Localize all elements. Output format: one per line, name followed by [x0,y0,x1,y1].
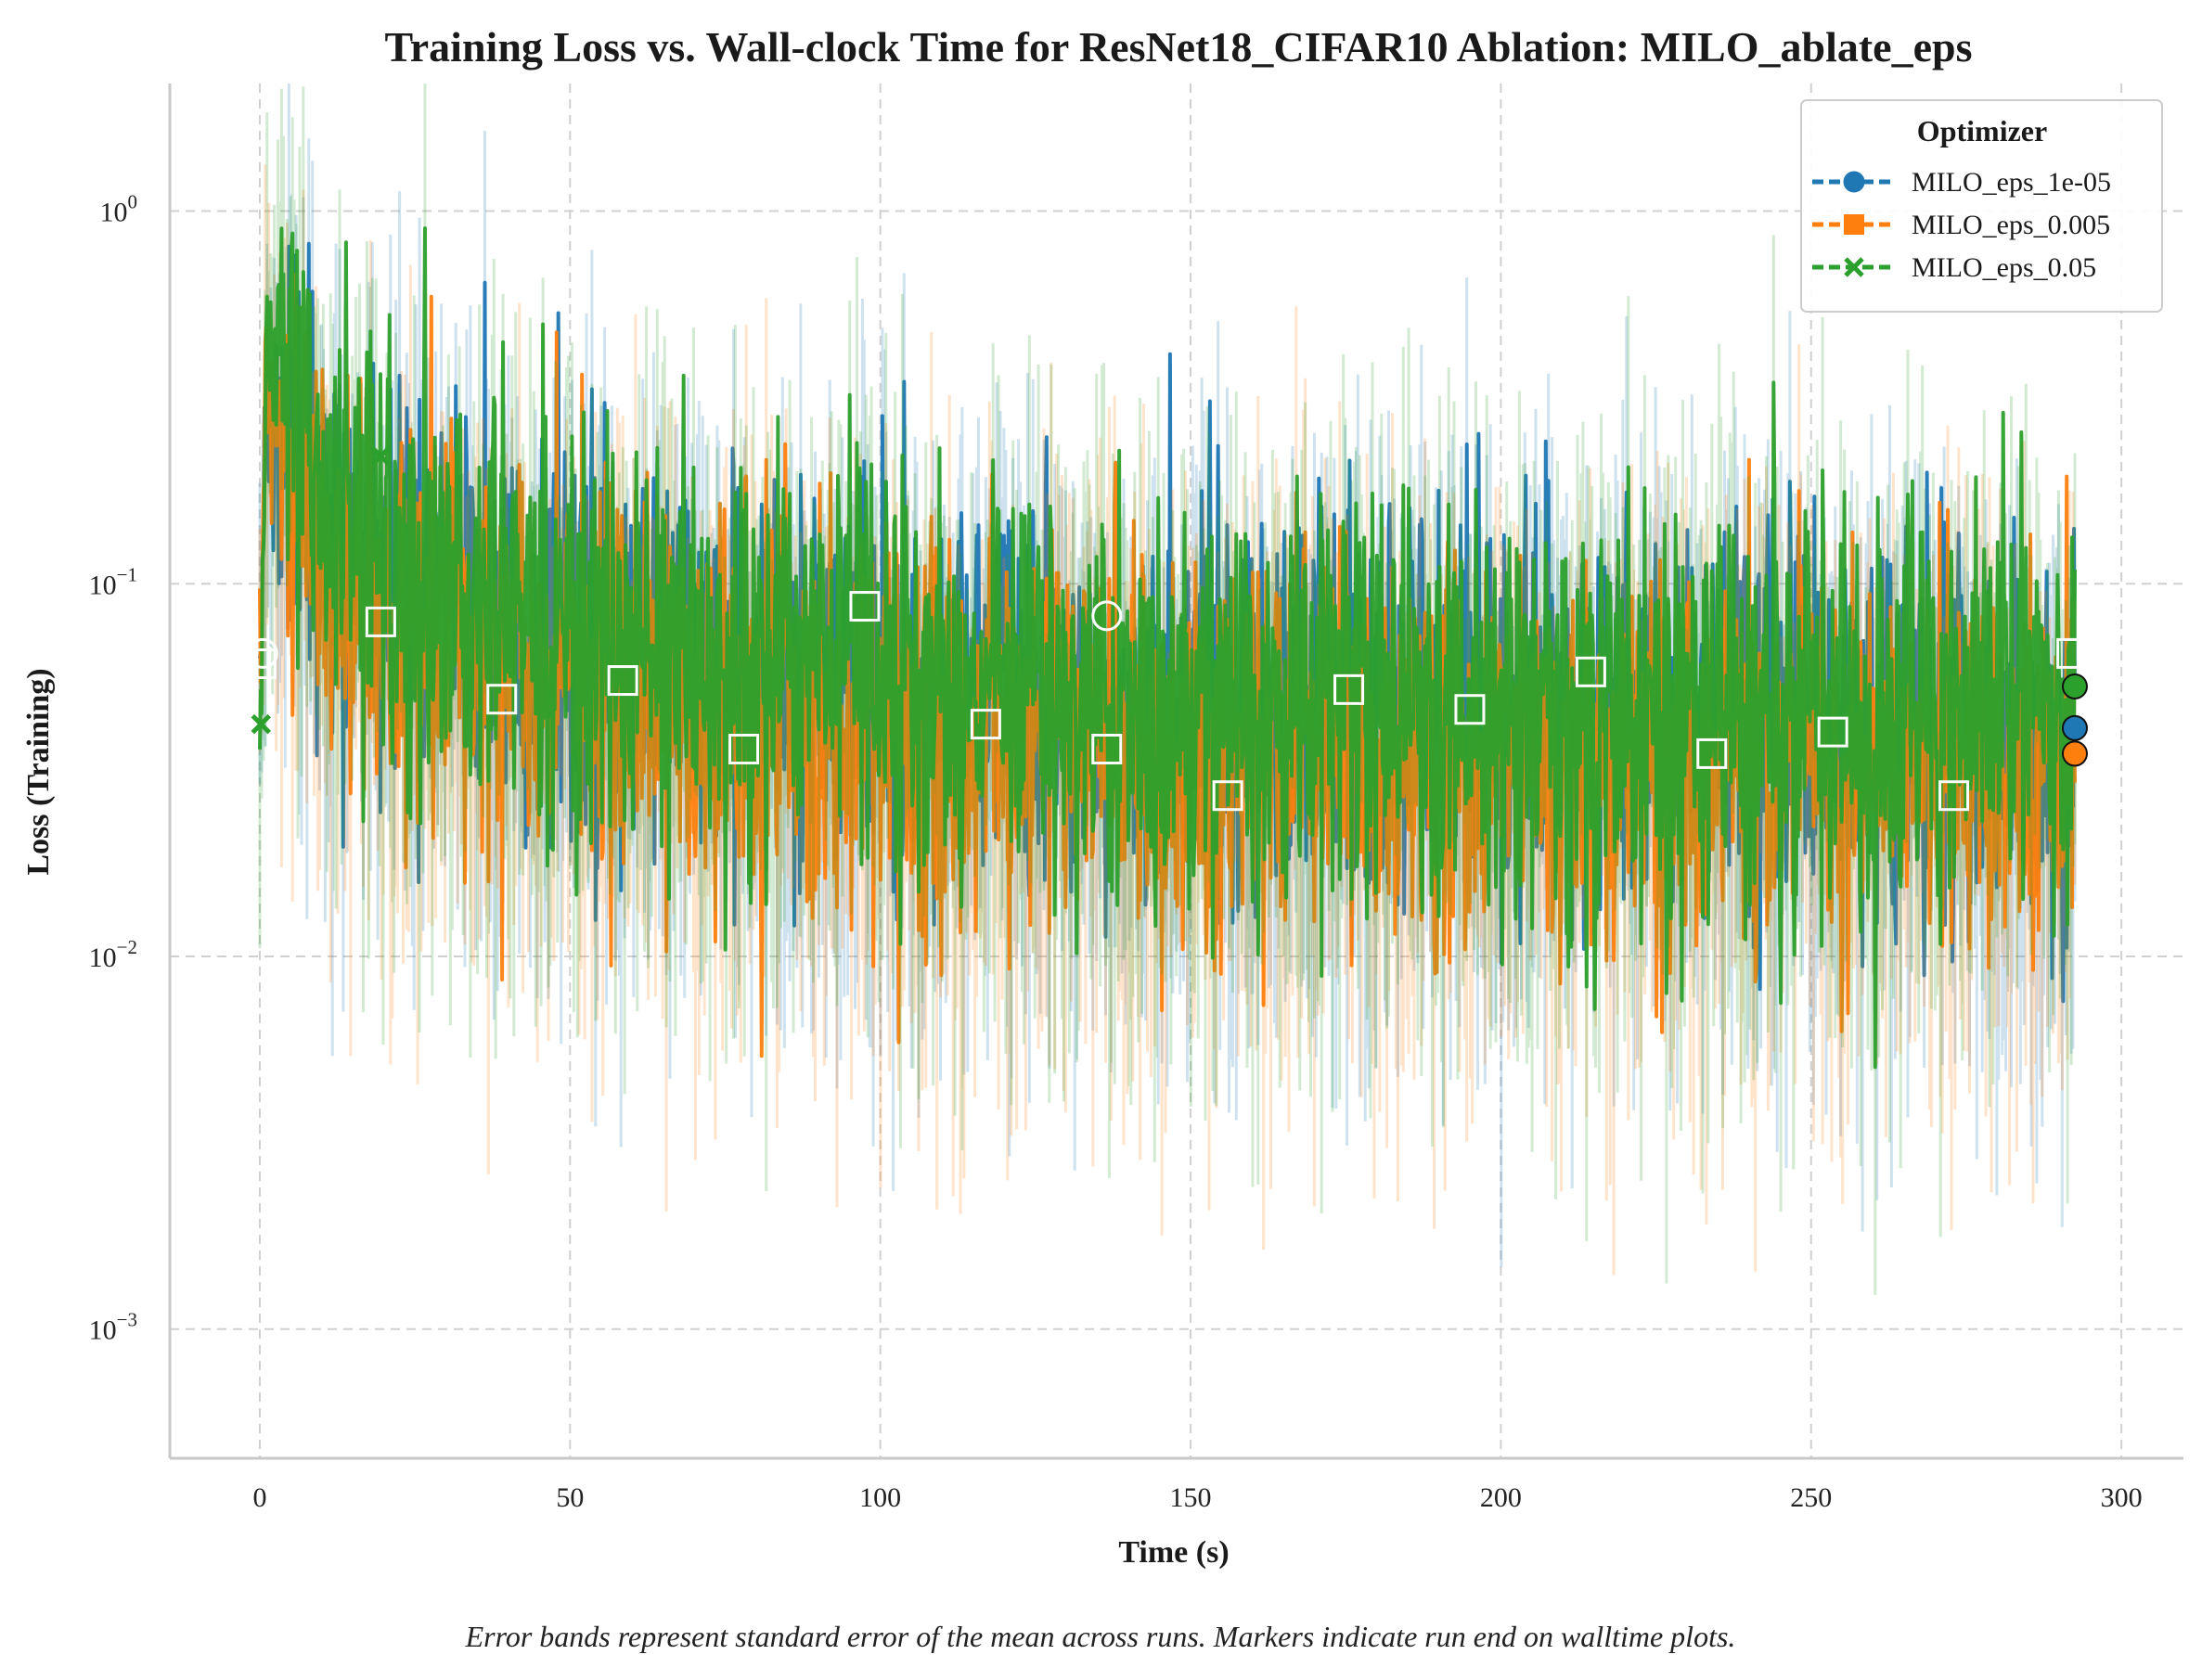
y-tick-label: 10−2 [89,936,137,973]
series-marker-MILO_eps_0.005 [1091,734,1123,765]
series-marker-MILO_eps_0.005 [1938,780,1970,812]
x-axis-label: Time (s) [1118,1535,1229,1570]
series-marker-MILO_eps_0.005 [849,591,881,622]
y-tick-label: 10−3 [89,1309,137,1346]
series-line-MILO_eps_0.05 [258,226,2077,1070]
x-tick-label: 0 [252,1482,266,1513]
x-tick-label: 100 [859,1482,901,1513]
legend-label: MILO_eps_0.005 [1912,210,2110,240]
series-marker-MILO_eps_0.005 [486,684,518,715]
legend-entry-MILO_eps_0.05: MILO_eps_0.05 [1812,252,2096,283]
data-series [258,83,2077,1295]
x-tick-label: 250 [1790,1482,1832,1513]
y-tick-label: 10−1 [89,563,137,600]
run-end-marker-MILO_eps_0.05 [2061,673,2088,700]
legend-entry-MILO_eps_0.005: MILO_eps_0.005 [1812,210,2110,240]
y-tick-labels: 100 10−1 10−2 10−3 [89,191,137,1346]
x-tick-label: 50 [556,1482,584,1513]
run-end-marker-MILO_eps_1e-05 [2061,714,2088,741]
series-marker-MILO_eps_1e-05 [1091,600,1123,632]
legend-title: Optimizer [1917,114,2047,147]
x-tick-labels: 0 50 100 150 200 250 300 [252,1482,2142,1513]
y-axis-label: Loss (Training) [21,668,56,875]
legend-box [1800,99,2163,313]
series-marker-MILO_eps_0.005 [365,606,396,637]
series-marker-MILO_eps_0.005 [1333,673,1365,705]
legend-marker [1844,257,1864,277]
x-tick-label: 300 [2101,1482,2143,1513]
series-marker-MILO_eps_0.005 [970,709,1001,740]
chart-title: Training Loss vs. Wall-clock Time for Re… [384,23,1972,71]
series-marker-MILO_eps_0.05 [251,713,272,735]
x-marker-stroke [370,445,392,467]
legend-label: MILO_eps_0.05 [1912,252,2096,283]
series-marker-MILO_eps_0.005 [1696,737,1728,769]
legend-marker [1844,214,1864,235]
legend-label: MILO_eps_1e-05 [1912,167,2111,198]
series-marker-MILO_eps_0.005 [2056,637,2088,669]
series-marker-MILO_eps_0.005 [245,648,277,680]
legend-marker [1843,171,1865,193]
series-marker-MILO_eps_0.005 [1817,716,1848,748]
series-marker-MILO_eps_0.005 [728,734,760,765]
x-marker-stroke [251,713,272,735]
run-end-marker-MILO_eps_0.005 [2061,740,2088,767]
y-tick-label: 100 [100,191,138,228]
series-marker-MILO_eps_0.005 [1454,694,1486,725]
series-marker-MILO_eps_0.005 [1212,780,1243,812]
legend: Optimizer MILO_eps_1e-05MILO_eps_0.005MI… [1800,99,2163,313]
chart-caption: Error bands represent standard error of … [465,1620,1736,1653]
x-tick-label: 150 [1170,1482,1212,1513]
legend-entry-MILO_eps_1e-05: MILO_eps_1e-05 [1812,167,2111,198]
series-markers [245,445,2088,812]
x-tick-label: 200 [1480,1482,1522,1513]
legend-items: MILO_eps_1e-05 MILO_eps_0.005 MILO_eps_0.0… [1812,167,2111,283]
series-marker-MILO_eps_0.005 [1575,656,1606,687]
series-marker-MILO_eps_0.05 [370,445,392,467]
series-marker-MILO_eps_0.005 [607,665,638,697]
series-marker-MILO_eps_1e-05 [247,637,278,669]
